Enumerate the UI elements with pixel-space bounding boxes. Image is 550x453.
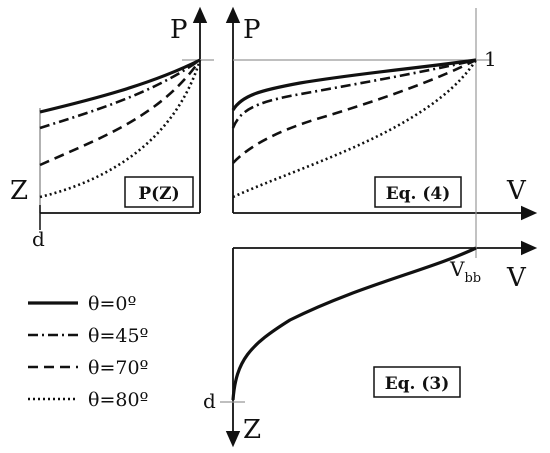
- pv-curve-theta-80: [232, 59, 478, 199]
- pv-one-label: 1: [484, 47, 497, 71]
- vbb-label: Vbb: [449, 257, 481, 286]
- legend-label-theta-45: θ=45º: [88, 325, 149, 347]
- pv-curve-theta-45: [231, 58, 477, 129]
- pv-box-label: Eq. (4): [386, 184, 451, 204]
- panel-eq3: V Z d Vbb Eq. (3): [203, 213, 538, 448]
- pz-curve-theta-70: [39, 59, 202, 167]
- legend-label-theta-70: θ=70º: [88, 357, 149, 379]
- legend-label-theta-0: θ=0º: [88, 293, 136, 315]
- pz-curve-theta-80: [39, 59, 202, 199]
- panel-p-of-z: P Z d P(Z): [10, 6, 214, 251]
- pz-box-label: P(Z): [138, 184, 179, 204]
- pz-axis-z-label: Z: [10, 176, 28, 206]
- pz-axis-p-label: P: [170, 15, 188, 45]
- vz-box-label: Eq. (3): [385, 374, 450, 394]
- pz-d-label: d: [32, 227, 45, 251]
- vz-label-box: [373, 366, 461, 398]
- pv-axis-p-label: P: [243, 15, 261, 45]
- legend: θ=0º θ=45º θ=70º θ=80º: [28, 293, 149, 411]
- pz-curve-theta-0: [39, 58, 201, 114]
- pz-label-box: [124, 176, 194, 208]
- pv-curve-theta-0: [231, 58, 477, 111]
- pv-label-box: [374, 176, 462, 208]
- vz-axis-v-label: V: [506, 263, 527, 293]
- pv-axis-v-label: V: [506, 176, 527, 206]
- vz-axis-z-label: Z: [243, 415, 261, 445]
- pz-curve-theta-45: [39, 58, 201, 130]
- vz-curve: [231, 246, 477, 401]
- panel-eq4: P V 1 Eq. (4): [225, 6, 538, 221]
- legend-label-theta-80: θ=80º: [88, 389, 149, 411]
- pv-curve-theta-70: [232, 58, 477, 164]
- vz-d-label: d: [203, 389, 216, 413]
